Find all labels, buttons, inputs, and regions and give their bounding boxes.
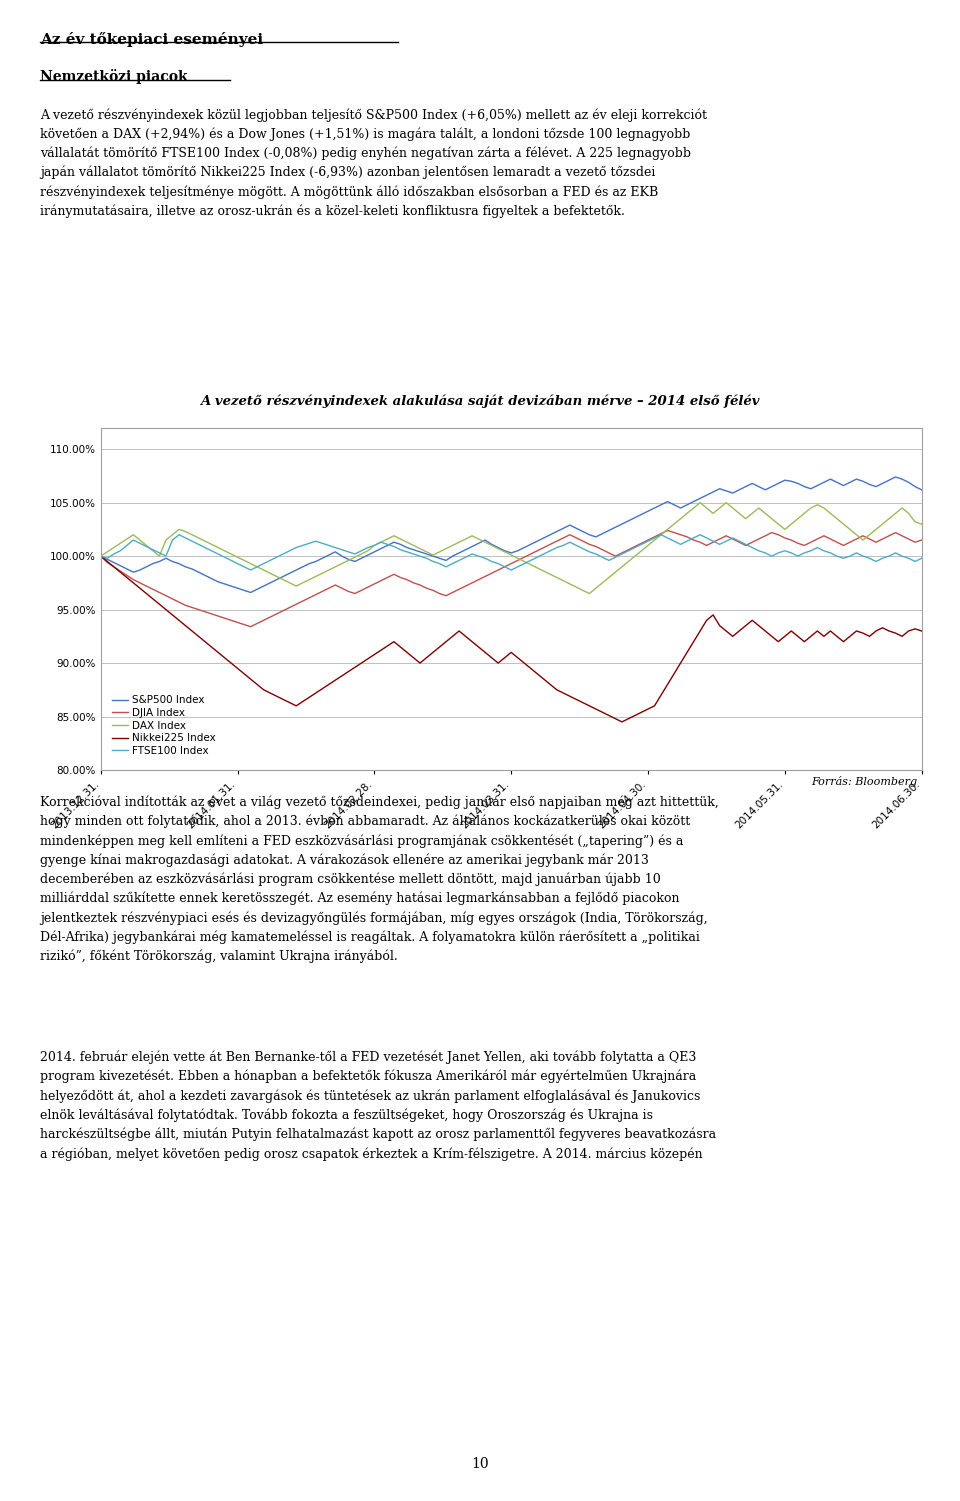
FTSE100 Index: [916, 549, 927, 567]
DAX Index: [916, 515, 927, 533]
DJIA Index: [870, 533, 881, 551]
S&P500 Index: [623, 512, 635, 530]
Text: Nemzetközi piacok: Nemzetközi piacok: [40, 69, 188, 84]
Text: 10: 10: [471, 1457, 489, 1471]
Text: Az év tőkepiaci eseményei: Az év tőkepiaci eseményei: [40, 32, 263, 47]
S&P500 Index: [590, 528, 602, 546]
Text: A vezető részvényindexek közül legjobban teljesítő S&P500 Index (+6,05%) mellett: A vezető részvényindexek közül legjobban…: [40, 108, 708, 218]
Nikkei225 Index: [95, 548, 107, 566]
FTSE100 Index: [245, 561, 256, 579]
S&P500 Index: [95, 548, 107, 566]
Nikkei225 Index: [134, 579, 146, 597]
DAX Index: [570, 578, 582, 596]
DAX Index: [870, 521, 881, 539]
DJIA Index: [623, 540, 635, 558]
Line: S&P500 Index: S&P500 Index: [101, 477, 922, 593]
FTSE100 Index: [173, 525, 184, 543]
DAX Index: [623, 552, 635, 570]
Legend: S&P500 Index, DJIA Index, DAX Index, Nikkei225 Index, FTSE100 Index: S&P500 Index, DJIA Index, DAX Index, Nik…: [110, 693, 218, 758]
DJIA Index: [95, 548, 107, 566]
Line: FTSE100 Index: FTSE100 Index: [101, 534, 922, 570]
DAX Index: [95, 548, 107, 566]
Text: Korrekcióval indították az évet a világ vezető tőzsdeindexei, pedig január első : Korrekcióval indították az évet a világ …: [40, 796, 719, 964]
Text: Forrás: Bloomberg: Forrás: Bloomberg: [810, 776, 917, 787]
S&P500 Index: [577, 522, 588, 540]
S&P500 Index: [864, 476, 876, 494]
Nikkei225 Index: [584, 696, 595, 714]
Nikkei225 Index: [792, 627, 804, 645]
S&P500 Index: [890, 468, 901, 486]
DJIA Index: [134, 573, 146, 591]
DAX Index: [584, 584, 595, 602]
Nikkei225 Index: [616, 713, 628, 731]
DJIA Index: [799, 536, 810, 554]
DJIA Index: [577, 533, 588, 551]
Nikkei225 Index: [864, 627, 876, 645]
FTSE100 Index: [629, 539, 640, 557]
FTSE100 Index: [870, 552, 881, 570]
S&P500 Index: [134, 561, 146, 579]
DAX Index: [799, 504, 810, 522]
S&P500 Index: [245, 584, 256, 602]
DJIA Index: [245, 618, 256, 636]
FTSE100 Index: [584, 543, 595, 561]
DAX Index: [590, 579, 602, 597]
Line: Nikkei225 Index: Nikkei225 Index: [101, 557, 922, 722]
FTSE100 Index: [596, 548, 608, 566]
Nikkei225 Index: [623, 710, 635, 728]
Text: 2014. február elején vette át Ben Bernanke-től a FED vezetését Janet Yellen, aki: 2014. február elején vette át Ben Bernan…: [40, 1051, 716, 1160]
Text: A vezető részvényindexek alakulása saját devizában mérve – 2014 első félév: A vezető részvényindexek alakulása saját…: [201, 395, 759, 408]
Line: DAX Index: DAX Index: [101, 503, 922, 593]
S&P500 Index: [916, 480, 927, 498]
FTSE100 Index: [134, 534, 146, 552]
FTSE100 Index: [799, 543, 810, 561]
DJIA Index: [590, 537, 602, 555]
DJIA Index: [916, 531, 927, 549]
DAX Index: [694, 494, 706, 512]
FTSE100 Index: [95, 548, 107, 566]
DAX Index: [134, 531, 146, 549]
DJIA Index: [661, 521, 673, 539]
Nikkei225 Index: [570, 690, 582, 708]
Nikkei225 Index: [916, 621, 927, 639]
Line: DJIA Index: DJIA Index: [101, 530, 922, 627]
S&P500 Index: [792, 474, 804, 492]
